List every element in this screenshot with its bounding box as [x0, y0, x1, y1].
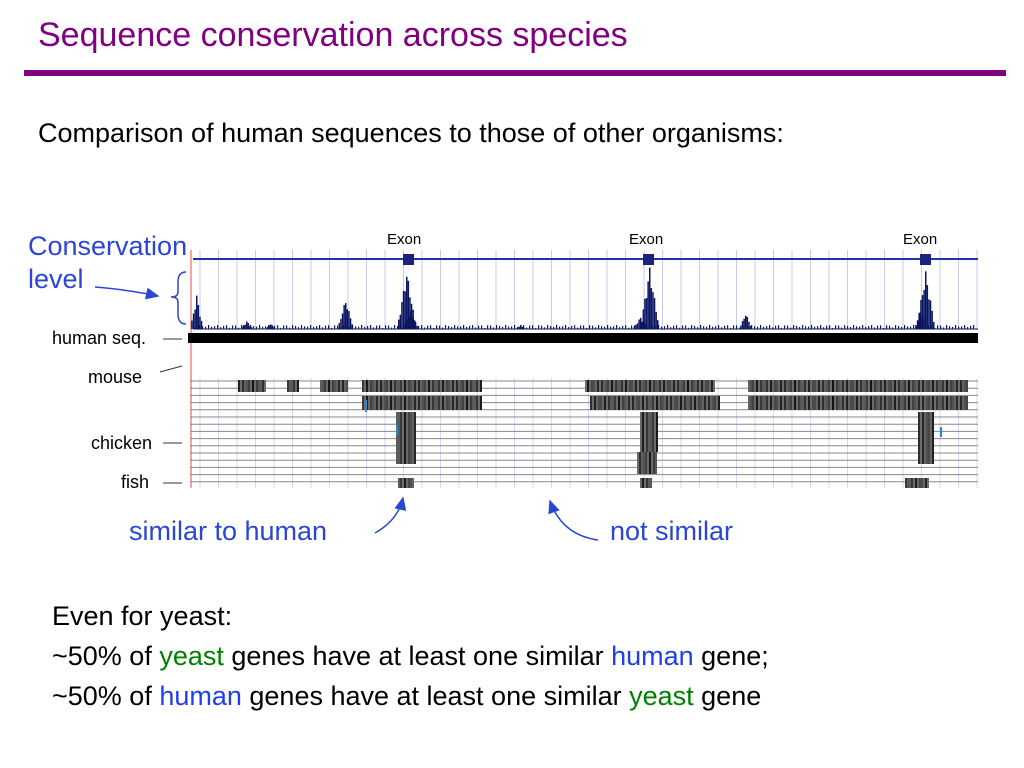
not-similar-label: not similar — [610, 516, 734, 546]
line2-yeast: yeast — [629, 681, 694, 711]
human-sequence-bar — [188, 333, 978, 343]
slide-title: Sequence conservation across species — [38, 16, 628, 54]
line1-middle: genes have at least one similar — [223, 641, 612, 671]
exon-label-2: Exon — [629, 231, 664, 248]
line2-prefix: ~50% of — [52, 681, 160, 711]
exon-block-3 — [920, 254, 931, 265]
similar-arrow — [374, 496, 407, 534]
line2-human: human — [159, 681, 242, 711]
conservation-brace — [170, 271, 187, 325]
track-label-mouse: mouse — [88, 367, 143, 387]
track-label-chicken: chicken — [91, 433, 153, 453]
similar-to-human-label: similar to human — [129, 516, 328, 546]
line2-middle: genes have at least one similar — [241, 681, 630, 711]
not-similar-arrow — [548, 499, 599, 541]
exon-block-1 — [403, 254, 414, 265]
line1-human: human — [611, 641, 694, 671]
yeast-summary: Even for yeast: ~50% of yeast genes have… — [52, 596, 769, 716]
line1-yeast: yeast — [159, 641, 224, 671]
browser-grid — [199, 250, 978, 488]
conservation-arrow — [94, 286, 160, 300]
line1-suffix: gene; — [693, 641, 769, 671]
yeast-line-1: ~50% of yeast genes have at least one si… — [52, 636, 769, 676]
title-divider — [24, 70, 1006, 76]
exon-label-3: Exon — [903, 231, 938, 248]
line1-prefix: ~50% of — [52, 641, 160, 671]
slide-subtitle: Comparison of human sequences to those o… — [38, 118, 784, 148]
yeast-heading: Even for yeast: — [52, 601, 233, 631]
species-alignment-tracks — [190, 380, 978, 488]
yeast-line-2: ~50% of human genes have at least one si… — [52, 676, 769, 716]
exon-block-2 — [643, 254, 654, 265]
exon-label-1: Exon — [387, 231, 422, 248]
track-label-fish: fish — [121, 472, 150, 492]
track-label-human: human seq. — [52, 328, 147, 348]
line2-suffix: gene — [693, 681, 762, 711]
conservation-track — [191, 267, 978, 330]
